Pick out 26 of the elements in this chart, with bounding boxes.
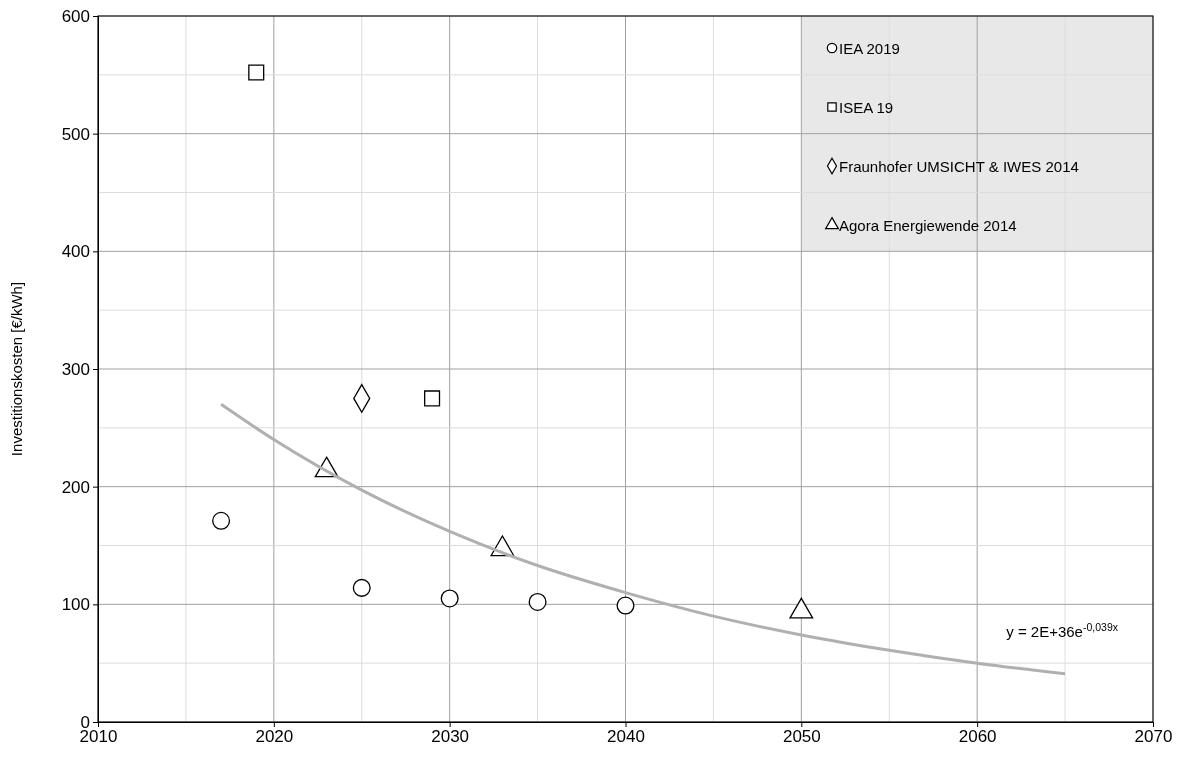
point — [248, 64, 265, 81]
y-tick-label: 300 — [61, 359, 90, 379]
point — [352, 578, 371, 597]
y-axis-title: Investitionskosten [€/kWh] — [8, 281, 25, 457]
y-tick-label: 200 — [61, 477, 90, 497]
annotation: y = 2E+36e$^{-0,039x}$ — [1006, 621, 1119, 640]
point — [440, 589, 459, 608]
x-tick-label: 2010 — [79, 727, 118, 747]
x-tick-label: 2050 — [782, 727, 821, 747]
x-tick-label: 2020 — [255, 727, 294, 747]
point — [616, 596, 635, 615]
y-tick-label: 600 — [61, 6, 90, 26]
x-tick-label: 2040 — [607, 727, 645, 747]
x-tick-label: 2030 — [431, 727, 470, 747]
point — [528, 592, 547, 611]
x-tick-label: 2060 — [958, 727, 997, 747]
x-tick-label: 2070 — [1134, 727, 1173, 747]
legend-label: ISEA 19 — [839, 99, 894, 116]
legend-label: Fraunhofer UMSICHT & IWES 2014 — [839, 158, 1079, 175]
point — [424, 390, 441, 407]
y-tick-label: 500 — [61, 124, 90, 144]
y-tick-label: 100 — [61, 595, 90, 615]
legend-label: IEA 2019 — [839, 40, 900, 57]
legend-label: Agora Energiewende 2014 — [839, 217, 1017, 234]
y-tick-label: 400 — [61, 242, 90, 262]
point — [212, 511, 231, 530]
